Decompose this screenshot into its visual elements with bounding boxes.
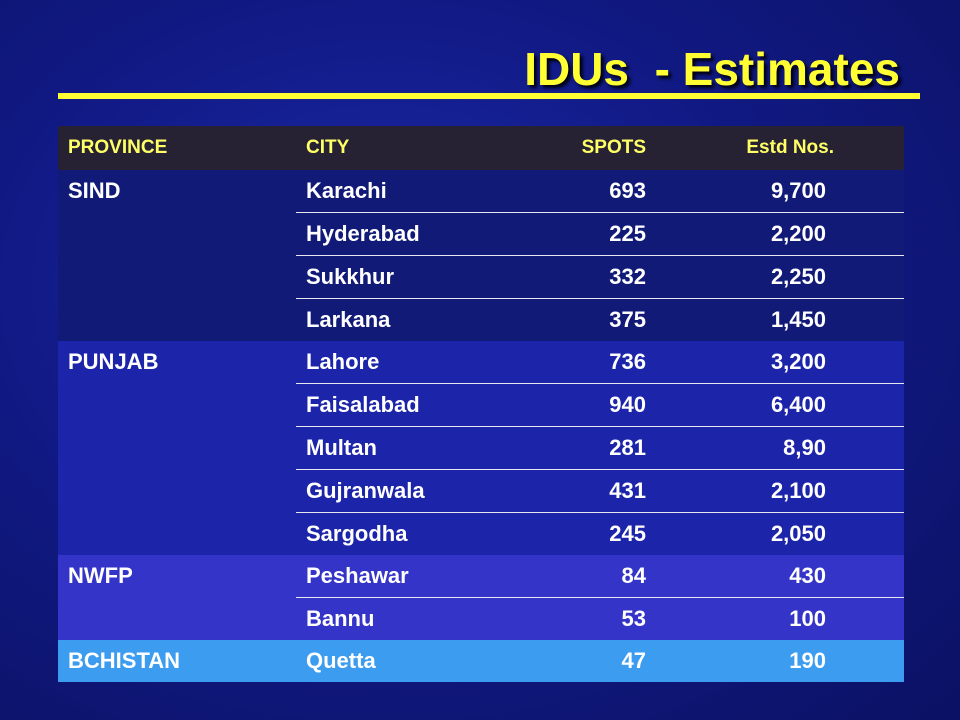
group-bchistan: BCHISTAN Quetta 47 190 <box>58 640 904 682</box>
city-cell: Lahore <box>296 341 518 384</box>
table-row: SIND Karachi 693 9,700 <box>58 170 904 341</box>
header-estd: Estd Nos. <box>682 126 904 170</box>
spots-cell: 281 <box>518 426 682 470</box>
estd-cell: 9,700 <box>682 170 904 213</box>
spots-cell: 84 <box>518 555 682 598</box>
spots-cell: 940 <box>518 383 682 427</box>
group-sind: SIND Karachi 693 9,700 Hyderabad 225 2,2… <box>58 170 904 341</box>
table-row: Gujranwala 431 2,100 <box>58 469 904 513</box>
table-row: Sargodha 245 2,050 <box>58 512 904 555</box>
estd-cell: 1,450 <box>682 298 904 341</box>
table-row: BCHISTAN Quetta 47 190 <box>58 640 904 682</box>
estd-cell: 2,250 <box>682 255 904 299</box>
province-cell: SIND <box>58 170 296 341</box>
spots-cell: 47 <box>518 640 682 682</box>
spots-cell: 332 <box>518 255 682 299</box>
slide-title: IDUs - Estimates <box>524 43 900 95</box>
spots-cell: 431 <box>518 469 682 513</box>
group-punjab: PUNJAB Lahore 736 3,200 Faisalabad 940 6… <box>58 341 904 555</box>
city-cell: Peshawar <box>296 555 518 598</box>
table-row: Sukkhur 332 2,250 <box>58 255 904 299</box>
estd-cell: 190 <box>682 640 904 682</box>
city-cell: Larkana <box>296 298 518 341</box>
spots-cell: 245 <box>518 512 682 555</box>
header-spots: SPOTS <box>518 126 682 170</box>
estd-cell: 3,200 <box>682 341 904 384</box>
city-cell: Sargodha <box>296 512 518 555</box>
estimates-table: PROVINCE CITY SPOTS Estd Nos. SIND Karac… <box>58 126 904 682</box>
table-row: Multan 281 8,90 <box>58 426 904 470</box>
table-row: Faisalabad 940 6,400 <box>58 383 904 427</box>
province-cell: NWFP <box>58 555 296 640</box>
table-row: Hyderabad 225 2,200 <box>58 212 904 256</box>
estd-cell: 6,400 <box>682 383 904 427</box>
table-row: PUNJAB Lahore 736 3,200 <box>58 341 904 555</box>
estd-cell: 430 <box>682 555 904 598</box>
spots-cell: 225 <box>518 212 682 256</box>
title-underline <box>58 93 920 99</box>
estd-cell: 8,90 <box>682 426 904 470</box>
city-cell: Faisalabad <box>296 383 518 427</box>
spots-cell: 53 <box>518 597 682 640</box>
city-cell: Hyderabad <box>296 212 518 256</box>
province-cell: BCHISTAN <box>58 640 296 682</box>
city-cell: Quetta <box>296 640 518 682</box>
table-row: NWFP Peshawar 84 430 <box>58 555 904 640</box>
estd-cell: 2,200 <box>682 212 904 256</box>
spots-cell: 736 <box>518 341 682 384</box>
estd-cell: 100 <box>682 597 904 640</box>
estd-cell: 2,100 <box>682 469 904 513</box>
header-province: PROVINCE <box>58 126 296 170</box>
city-cell: Multan <box>296 426 518 470</box>
table-header-row: PROVINCE CITY SPOTS Estd Nos. <box>58 126 904 170</box>
table-row: Bannu 53 100 <box>58 597 904 640</box>
province-cell: PUNJAB <box>58 341 296 555</box>
spots-cell: 375 <box>518 298 682 341</box>
estd-cell: 2,050 <box>682 512 904 555</box>
group-nwfp: NWFP Peshawar 84 430 Bannu 53 100 <box>58 555 904 640</box>
header-city: CITY <box>296 126 518 170</box>
city-cell: Bannu <box>296 597 518 640</box>
city-cell: Sukkhur <box>296 255 518 299</box>
spots-cell: 693 <box>518 170 682 213</box>
city-cell: Karachi <box>296 170 518 213</box>
city-cell: Gujranwala <box>296 469 518 513</box>
table-row: Larkana 375 1,450 <box>58 298 904 341</box>
